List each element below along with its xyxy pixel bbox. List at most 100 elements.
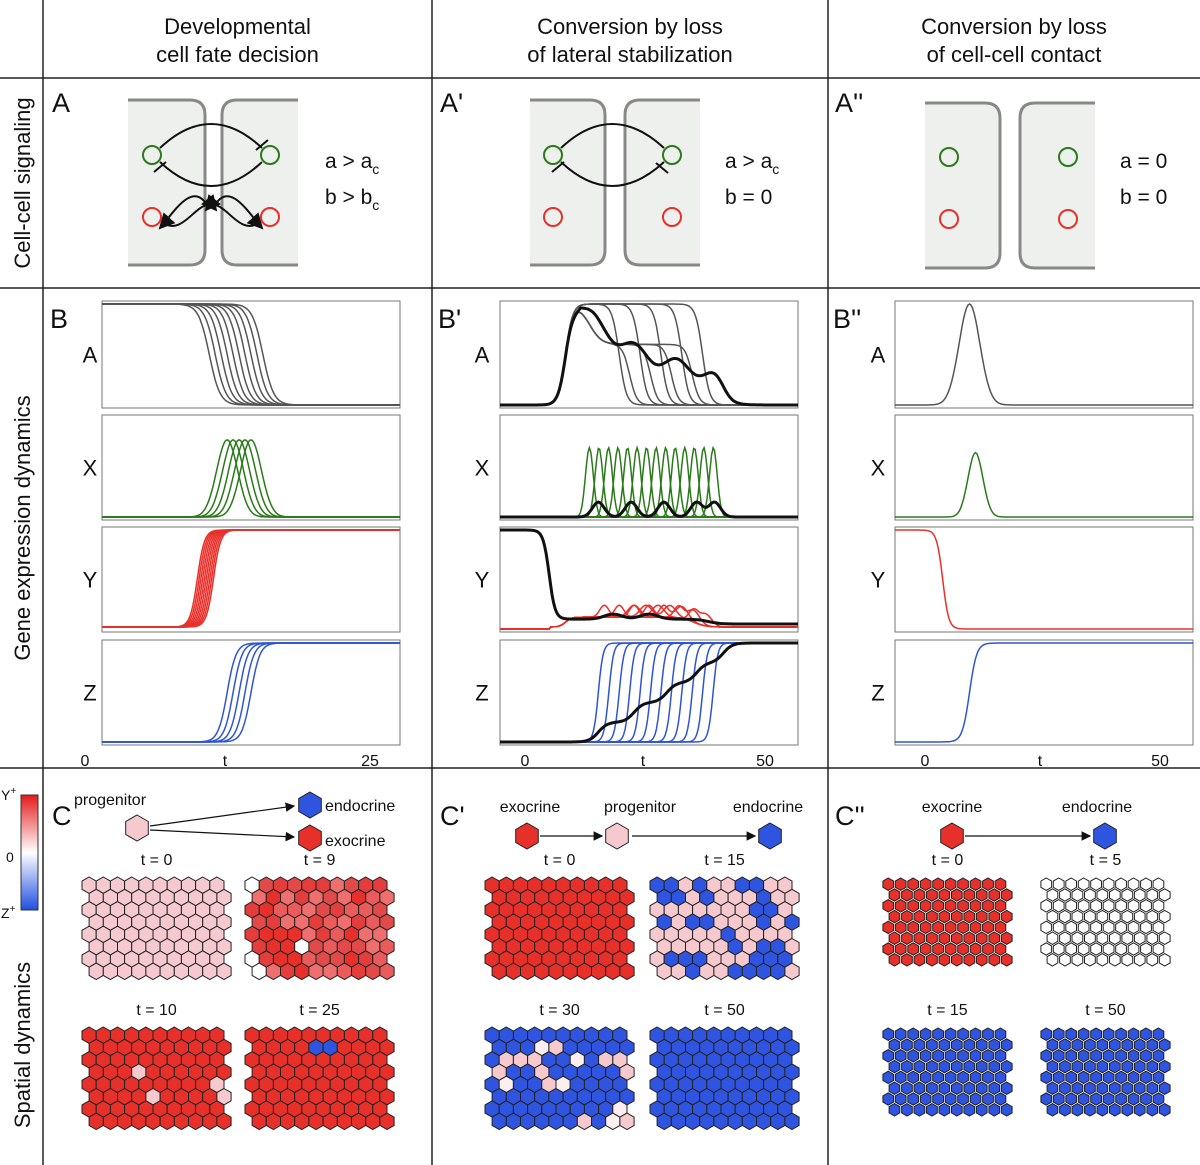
grid-cell	[1133, 1103, 1146, 1117]
grid-cell	[963, 953, 976, 967]
grid-cell	[1121, 1059, 1134, 1074]
grid-cell	[1040, 877, 1053, 891]
grid-cell	[1133, 931, 1146, 945]
grid-cell	[907, 1027, 919, 1041]
grid-cell	[520, 1112, 536, 1131]
grid-cell	[901, 888, 913, 902]
grid-cell	[957, 1027, 969, 1041]
grid-cell	[1052, 899, 1065, 913]
equation: a > ac	[725, 150, 779, 177]
grid-cell	[619, 962, 635, 981]
grid-cell	[1046, 1038, 1059, 1052]
grid-cell	[1140, 1070, 1152, 1085]
grid-cell	[1096, 931, 1109, 945]
grid-cell	[265, 1112, 281, 1131]
grid-cell	[938, 931, 951, 945]
grid-cell	[957, 942, 969, 956]
grid-cell	[1127, 1049, 1140, 1063]
grid-cell	[1133, 888, 1146, 902]
grid-cell	[784, 1112, 800, 1131]
plot-frame	[894, 414, 1194, 521]
grid-cell	[562, 1112, 578, 1131]
grid-cell	[969, 920, 982, 935]
grid-cell	[1084, 1081, 1096, 1095]
grid-cell	[1158, 953, 1171, 967]
grid-cell	[365, 1112, 381, 1131]
grid-cell	[994, 1049, 1007, 1063]
grid-cell	[1158, 1081, 1171, 1095]
equation: b = 0	[1120, 186, 1167, 209]
grid-cell	[926, 1038, 938, 1052]
x-tick-label: 50	[1151, 753, 1169, 770]
grid-cell	[770, 1112, 786, 1131]
grid-cell	[1000, 1081, 1013, 1095]
grid-cell	[938, 1081, 951, 1095]
grid-cell	[1084, 931, 1096, 945]
grid-cell	[1109, 1081, 1121, 1095]
grid-cell	[1052, 1049, 1065, 1063]
grid-cell	[919, 1092, 932, 1106]
grid-cell	[982, 877, 994, 891]
snapshot-label: t = 0	[544, 852, 576, 869]
grid-cell	[591, 1112, 607, 1131]
x-tick-label: 25	[361, 753, 379, 770]
grid-cell	[913, 1081, 926, 1095]
grid-cell	[1140, 942, 1152, 956]
grid-cell	[963, 888, 976, 902]
grid-cell	[1071, 931, 1084, 945]
grid-cell	[932, 1027, 944, 1041]
snapshot-label: t = 5	[1090, 852, 1122, 869]
curve	[500, 528, 798, 626]
snapshot-label: t = 50	[1085, 1002, 1126, 1019]
grid-cell	[1146, 1038, 1159, 1052]
grid-cell	[1121, 1103, 1134, 1117]
grid-cell	[882, 1027, 895, 1041]
grid-cell	[1071, 1081, 1084, 1095]
grid-cell	[963, 1059, 976, 1074]
colorbar-top: Y+	[1, 786, 16, 803]
grid-cell	[251, 1112, 267, 1131]
grid-cell	[919, 899, 932, 913]
grid-cell	[963, 931, 976, 945]
grid-cell	[901, 1059, 913, 1074]
equation-main: b = 0	[725, 186, 772, 209]
cell-type-icon	[1093, 822, 1117, 850]
grid-cell	[699, 1112, 715, 1131]
cell-type-label: endocrine	[733, 799, 803, 816]
grid-cell	[1152, 877, 1165, 891]
grid-cell	[202, 1112, 218, 1131]
grid-cell	[280, 1112, 296, 1131]
grid-cell	[938, 909, 951, 924]
grid-cell	[1109, 931, 1121, 945]
cell-type-label: endocrine	[325, 798, 395, 815]
grid-cell	[926, 953, 938, 967]
grid-cell	[336, 962, 352, 981]
grid-cell	[951, 1059, 963, 1074]
grid-cell	[1059, 1103, 1071, 1117]
column-title: of cell-cell contact	[927, 42, 1102, 67]
grid-cell	[1152, 942, 1165, 956]
grid-cell	[1090, 877, 1102, 891]
grid-cell	[882, 899, 895, 913]
grid-cell	[901, 1103, 913, 1117]
grid-cell	[1059, 953, 1071, 967]
grid-cell	[1000, 1103, 1013, 1117]
grid-cell	[932, 877, 944, 891]
signaling-diagram	[530, 98, 700, 267]
grid-cell	[294, 962, 310, 981]
grid-cell	[1077, 942, 1090, 956]
grid-cell	[988, 909, 1001, 924]
grid-cell	[1121, 931, 1134, 945]
grid-cell	[951, 909, 963, 924]
grid-cell	[913, 931, 926, 945]
grid-cell	[957, 920, 969, 935]
grid-cell	[975, 953, 988, 967]
grid-cell	[117, 962, 133, 981]
grid-cell	[1052, 1092, 1065, 1106]
curve	[500, 306, 798, 407]
grid-cell	[1000, 909, 1013, 924]
grid-cell	[882, 877, 895, 891]
grid-cell	[1071, 888, 1084, 902]
grid-cell	[975, 931, 988, 945]
grid-cell	[951, 1103, 963, 1117]
